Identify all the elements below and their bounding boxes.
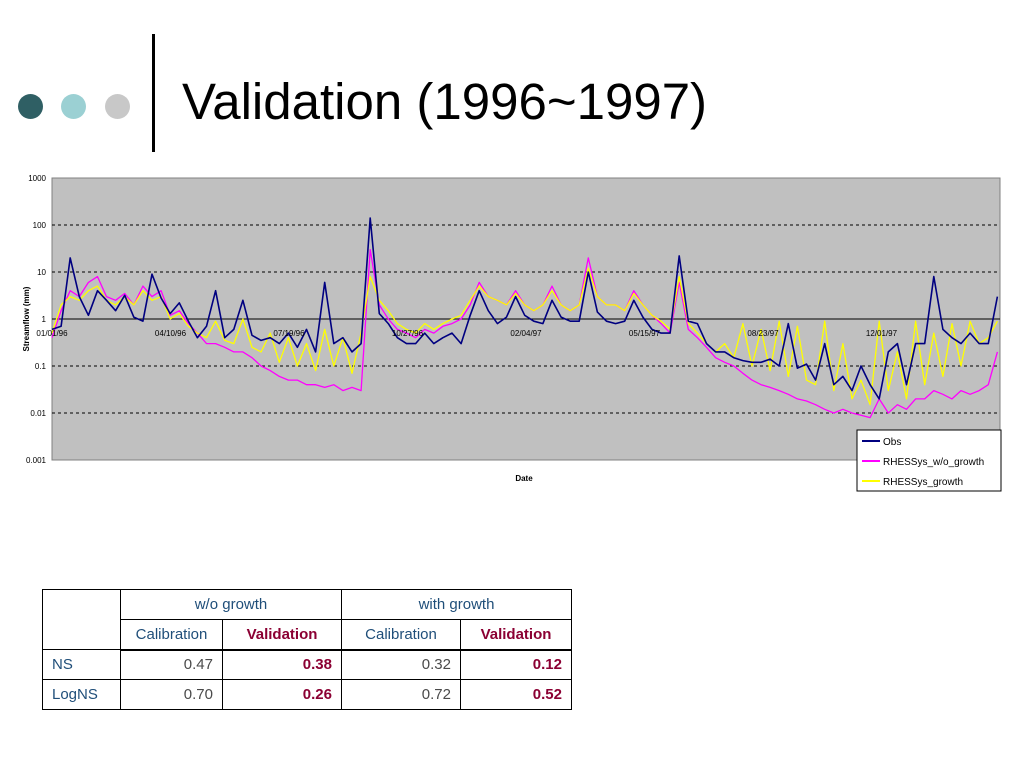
chart-legend: Obs RHESSys_w/o_growth RHESSys_growth (856, 429, 1002, 492)
grid-layer (52, 224, 1000, 414)
series-layer (51, 217, 999, 419)
table-row: NS 0.47 0.38 0.32 0.12 (42, 649, 572, 680)
cell-ns-wo-validation: 0.38 (222, 649, 342, 680)
row-label-ns: NS (42, 649, 121, 680)
y-tick-label: 0.01 (30, 409, 46, 418)
series-line-obs (51, 217, 999, 400)
legend-box (856, 429, 1002, 492)
cell-logns-with-calibration: 0.72 (341, 679, 461, 710)
x-tick-label: 01/01/96 (36, 329, 68, 338)
subheader-calibration-1: Calibration (120, 619, 223, 651)
cell-logns-wo-calibration: 0.70 (120, 679, 223, 710)
table-subheader-row: Calibration Validation Calibration Valid… (43, 619, 572, 651)
bullet-dot-gray (105, 94, 130, 119)
row-label-logns: LogNS (42, 679, 121, 710)
y-tick-label: 0.1 (35, 362, 47, 371)
x-tick-label: 12/01/97 (866, 329, 898, 338)
x-tick-label: 04/10/96 (155, 329, 187, 338)
cell-ns-with-validation: 0.12 (460, 649, 572, 680)
table-row: LogNS 0.70 0.26 0.72 0.52 (42, 679, 572, 710)
table-corner-cell (42, 589, 121, 650)
subheader-validation-1: Validation (222, 619, 342, 651)
cell-logns-wo-validation: 0.26 (222, 679, 342, 710)
series-line-rhessys-growth (51, 267, 998, 406)
cell-ns-with-calibration: 0.32 (341, 649, 461, 680)
group-header-with-growth: with growth (341, 589, 572, 620)
cell-ns-wo-calibration: 0.47 (120, 649, 223, 680)
y-axis-title: Streamflow (mm) (22, 286, 31, 351)
slide-title: Validation (1996~1997) (182, 73, 708, 130)
x-tick-label: 10/27/96 (392, 329, 424, 338)
group-header-wo-growth: w/o growth (120, 589, 342, 620)
x-tick-labels: 01/01/96 04/10/96 07/19/96 10/27/96 02/04/97… (36, 329, 897, 338)
legend-label: RHESSys_growth (883, 477, 963, 488)
y-tick-label: 1 (42, 315, 47, 324)
y-tick-label: 10 (37, 268, 46, 277)
title-divider (152, 34, 155, 152)
bullet-dot-teal (61, 94, 86, 119)
legend-label: RHESSys_w/o_growth (883, 457, 984, 468)
y-tick-label: 100 (33, 221, 47, 230)
x-tick-label: 07/19/96 (273, 329, 305, 338)
y-tick-label: 1000 (28, 174, 46, 183)
table-header-row: w/o growth with growth (42, 589, 572, 650)
subheader-validation-2: Validation (460, 619, 572, 651)
bullet-dot-dark (18, 94, 43, 119)
y-tick-label: 0.001 (26, 456, 47, 465)
x-tick-label: 02/04/97 (510, 329, 542, 338)
results-table: w/o growth with growth Calibration Valid… (42, 589, 572, 710)
x-axis-title: Date (515, 474, 533, 483)
legend-label: Obs (883, 437, 901, 448)
x-tick-label: 05/15/97 (629, 329, 661, 338)
x-tick-label: 08/23/97 (747, 329, 779, 338)
cell-logns-with-validation: 0.52 (460, 679, 572, 710)
subheader-calibration-2: Calibration (341, 619, 461, 651)
y-tick-labels: 0.001 0.01 0.1 1 10 100 1000 (26, 174, 47, 465)
